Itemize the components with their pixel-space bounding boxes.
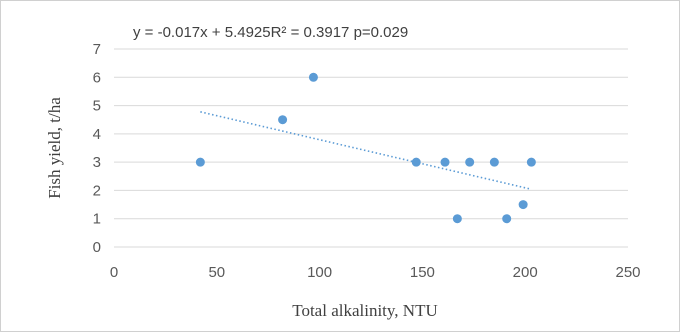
x-tick-label: 250: [615, 264, 640, 281]
data-point: [502, 214, 512, 224]
data-point: [452, 214, 462, 224]
y-axis-title: Fish yield, t/ha: [45, 97, 64, 199]
y-tick-label: 6: [93, 69, 101, 86]
x-tick-label: 0: [110, 264, 118, 281]
data-points: [195, 72, 536, 224]
gridlines: [114, 48, 628, 248]
data-point: [195, 157, 205, 167]
x-axis-ticks: 0 50 100 150 200 250: [110, 264, 641, 281]
data-point: [308, 72, 318, 82]
x-tick-label: 150: [410, 264, 435, 281]
x-axis-title: Total alkalinity, NTU: [292, 301, 437, 320]
data-point: [440, 157, 450, 167]
trendline-group: [200, 111, 532, 191]
data-point: [411, 157, 421, 167]
data-point: [465, 157, 475, 167]
y-tick-label: 3: [93, 154, 101, 171]
y-tick-label: 5: [93, 98, 101, 115]
y-tick-label: 1: [93, 211, 101, 228]
y-tick-label: 2: [93, 182, 101, 199]
x-tick-label: 50: [208, 264, 225, 281]
y-axis-ticks: 0 1 2 3 4 5 6 7: [93, 41, 101, 256]
y-tick-label: 7: [93, 41, 101, 58]
data-point: [518, 200, 528, 210]
data-point: [526, 157, 536, 167]
y-tick-label: 4: [93, 126, 101, 143]
x-tick-label: 100: [307, 264, 332, 281]
trendline: [200, 111, 532, 191]
data-point: [278, 115, 288, 125]
y-tick-label: 0: [93, 239, 101, 256]
x-tick-label: 200: [513, 264, 538, 281]
regression-equation: y = -0.017x + 5.4925R² = 0.3917 p=0.029: [133, 24, 408, 41]
data-point: [489, 157, 499, 167]
